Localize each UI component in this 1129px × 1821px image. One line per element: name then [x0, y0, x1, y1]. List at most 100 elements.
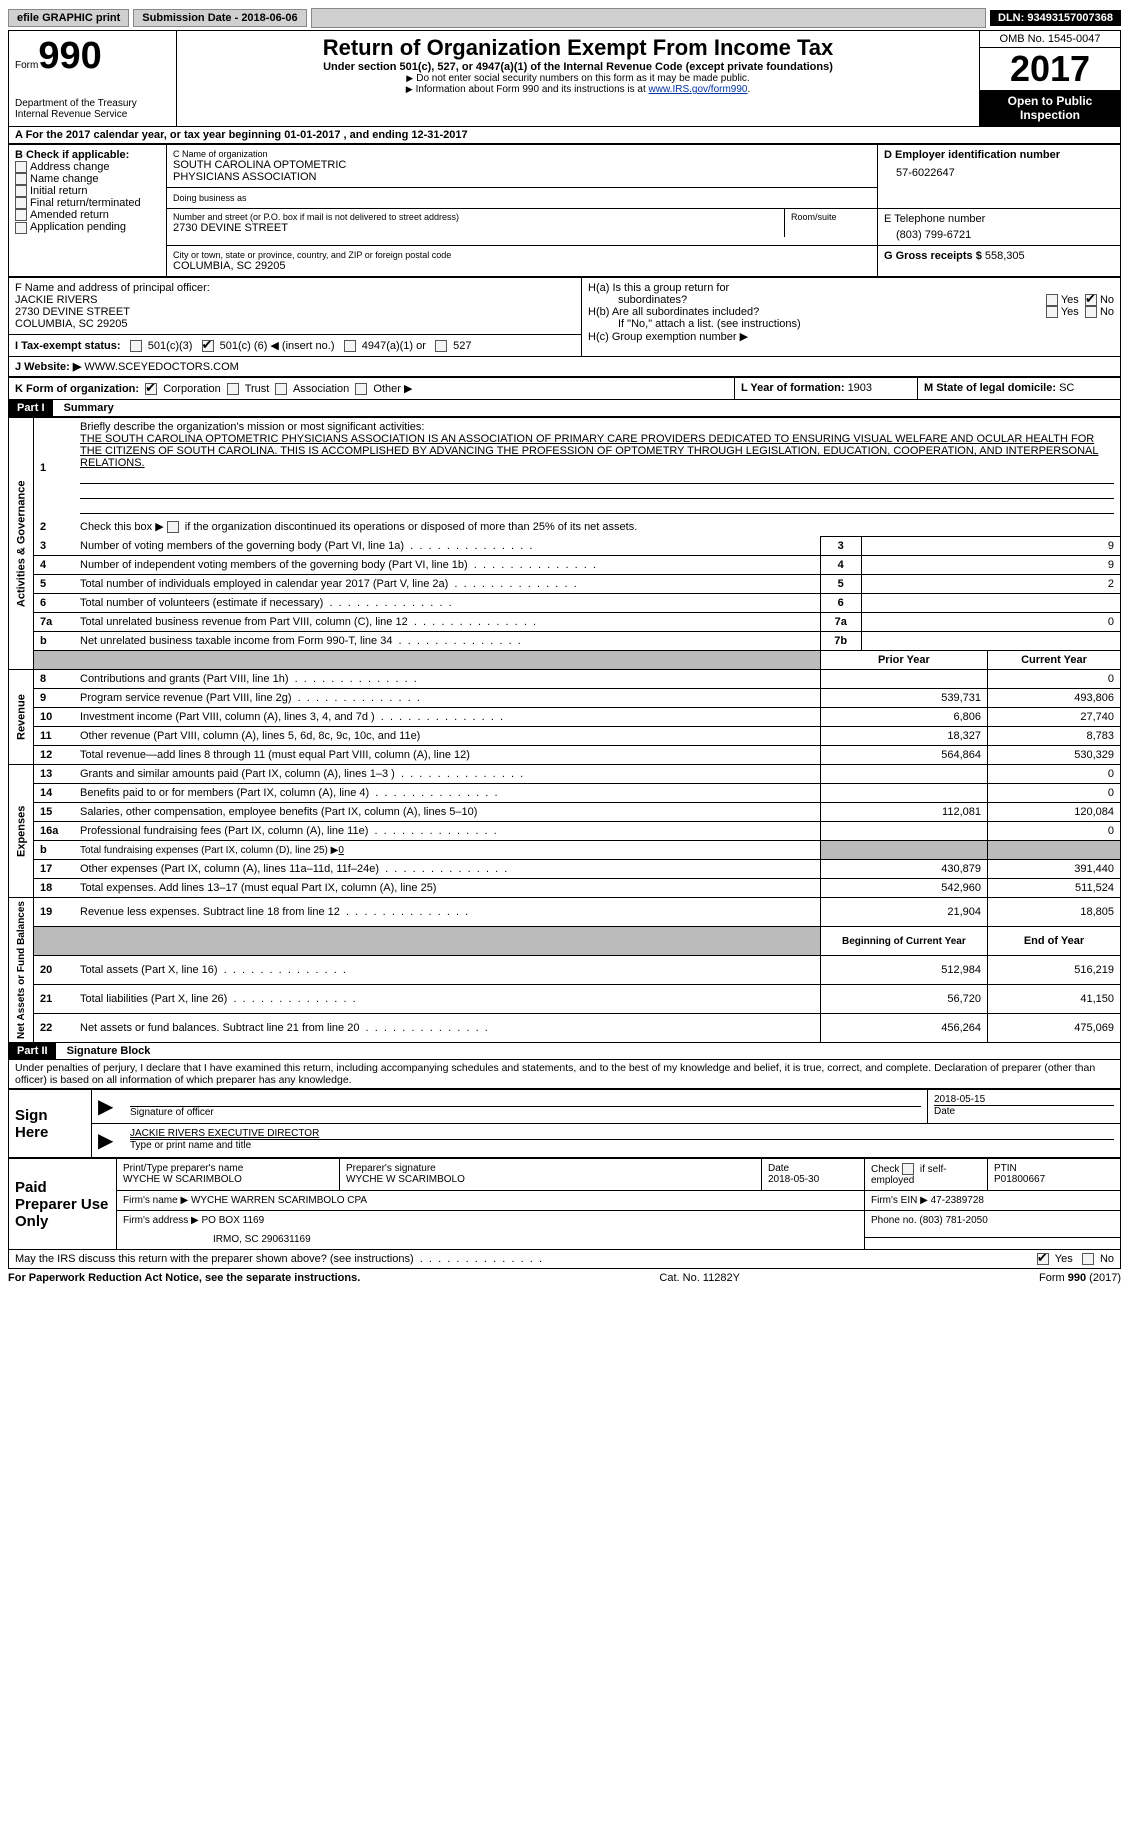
- l10: Investment income (Part VIII, column (A)…: [80, 711, 503, 723]
- klm-table: K Form of organization: Corporation Trus…: [8, 377, 1121, 400]
- dept-line1: Department of the Treasury: [15, 98, 170, 109]
- v20c: 516,219: [988, 956, 1121, 985]
- phone-val: (803) 781-2050: [919, 1215, 987, 1226]
- cb-other[interactable]: [355, 383, 367, 395]
- discuss-row: May the IRS discuss this return with the…: [8, 1250, 1121, 1269]
- l16a: Professional fundraising fees (Part IX, …: [80, 825, 497, 837]
- paid-preparer: Paid Preparer Use Only: [9, 1159, 117, 1250]
- cb-hb-no[interactable]: [1085, 306, 1097, 318]
- cb-501c3[interactable]: [130, 340, 142, 352]
- cb-hb-yes[interactable]: [1046, 306, 1058, 318]
- checkbox-amended[interactable]: [15, 209, 27, 221]
- v8p: [820, 670, 987, 689]
- officer-city: COLUMBIA, SC 29205: [15, 318, 575, 330]
- pdate: 2018-05-30: [768, 1174, 858, 1185]
- cb-self[interactable]: [902, 1163, 914, 1175]
- v14c: 0: [988, 784, 1121, 803]
- checkbox-final[interactable]: [15, 197, 27, 209]
- tax-year: 2017: [980, 48, 1120, 90]
- v18c: 511,524: [988, 879, 1121, 898]
- checkbox-address[interactable]: [15, 161, 27, 173]
- v13c: 0: [988, 765, 1121, 784]
- irs-link[interactable]: www.IRS.gov/form990: [649, 84, 748, 95]
- v22p: 456,264: [820, 1014, 987, 1043]
- yes: Yes: [1055, 1253, 1073, 1265]
- ha-label: H(a) Is this a group return for: [588, 282, 729, 294]
- v8c: 0: [988, 670, 1121, 689]
- 527-label: 527: [453, 340, 471, 352]
- cb-501c[interactable]: [202, 340, 214, 352]
- box-b: B Check if applicable: Address change Na…: [9, 145, 167, 277]
- name-label: Type or print name and title: [130, 1139, 1114, 1151]
- label-governance: Activities & Governance: [9, 418, 34, 670]
- v16ac: 0: [988, 822, 1121, 841]
- officer-street: 2730 DEVINE STREET: [15, 306, 575, 318]
- cat-no: Cat. No. 11282Y: [659, 1272, 740, 1284]
- l8: Contributions and grants (Part VIII, lin…: [80, 673, 417, 685]
- section-a: A For the 2017 calendar year, or tax yea…: [8, 127, 1121, 144]
- cb-527[interactable]: [435, 340, 447, 352]
- paperwork: For Paperwork Reduction Act Notice, see …: [8, 1272, 360, 1284]
- v17p: 430,879: [820, 860, 987, 879]
- website-label: J Website: ▶: [15, 361, 84, 373]
- l19: Revenue less expenses. Subtract line 18 …: [80, 906, 468, 918]
- v19c: 18,805: [988, 898, 1121, 927]
- ein: 57-6022647: [884, 161, 1114, 179]
- cb-ha-no[interactable]: [1085, 294, 1097, 306]
- ptin: P01800667: [994, 1174, 1114, 1185]
- v19p: 21,904: [820, 898, 987, 927]
- v11c: 8,783: [988, 727, 1121, 746]
- dba-label: Doing business as: [173, 193, 247, 203]
- cb-label: Initial return: [30, 185, 87, 197]
- cb-assoc[interactable]: [275, 383, 287, 395]
- checkbox-initial[interactable]: [15, 185, 27, 197]
- check-self: Check if self-employed: [871, 1164, 947, 1186]
- sign-here: Sign Here: [9, 1090, 92, 1158]
- l7b: Net unrelated business taxable income fr…: [80, 635, 521, 647]
- v20p: 512,984: [820, 956, 987, 985]
- current-header: Current Year: [988, 651, 1121, 670]
- cb-label: Application pending: [30, 221, 126, 233]
- l18: Total expenses. Add lines 13–17 (must eq…: [80, 882, 436, 894]
- pdate-label: Date: [768, 1163, 858, 1174]
- v7b: [861, 632, 1120, 651]
- l12: Total revenue—add lines 8 through 11 (mu…: [80, 749, 470, 761]
- checkbox-name[interactable]: [15, 173, 27, 185]
- cb-trust[interactable]: [227, 383, 239, 395]
- sig-line: Signature of officer: [130, 1106, 921, 1118]
- yes-label: Yes: [1061, 306, 1079, 318]
- v7a: 0: [861, 613, 1120, 632]
- cb-discuss-yes[interactable]: [1037, 1253, 1049, 1265]
- checkbox-pending[interactable]: [15, 222, 27, 234]
- cb-discuss-no[interactable]: [1082, 1253, 1094, 1265]
- box-j: J Website: ▶ WWW.SCEYEDOCTORS.COM: [8, 357, 1121, 377]
- cb-ha-yes[interactable]: [1046, 294, 1058, 306]
- v16ap: [820, 822, 987, 841]
- cb-discontinue[interactable]: [167, 521, 179, 533]
- v5: 2: [861, 575, 1120, 594]
- note-2: Information about Form 990 and its instr…: [416, 84, 649, 95]
- label-expenses: Expenses: [9, 765, 34, 898]
- efile-button[interactable]: efile GRAPHIC print: [8, 9, 129, 27]
- cb-label: Name change: [30, 173, 99, 185]
- l1-label: Briefly describe the organization's miss…: [80, 421, 424, 433]
- l15: Salaries, other compensation, employee b…: [80, 806, 477, 818]
- box-m-label: M State of legal domicile:: [924, 382, 1059, 394]
- cb-label: Final return/terminated: [30, 197, 141, 209]
- v9c: 493,806: [988, 689, 1121, 708]
- top-bar: efile GRAPHIC print Submission Date - 20…: [8, 8, 1121, 28]
- v22c: 475,069: [988, 1014, 1121, 1043]
- v12c: 530,329: [988, 746, 1121, 765]
- v10c: 27,740: [988, 708, 1121, 727]
- l16b-val: 0: [338, 845, 344, 856]
- street: 2730 DEVINE STREET: [173, 222, 778, 234]
- l7a: Total unrelated business revenue from Pa…: [80, 616, 536, 628]
- cb-4947[interactable]: [344, 340, 356, 352]
- cb-corp[interactable]: [145, 383, 157, 395]
- l14: Benefits paid to or for members (Part IX…: [80, 787, 498, 799]
- end-header: End of Year: [988, 927, 1121, 956]
- hb-note: If "No," attach a list. (see instruction…: [588, 318, 1114, 330]
- addr2: IRMO, SC 290631169: [123, 1226, 858, 1245]
- hb-label: H(b) Are all subordinates included?: [588, 306, 759, 318]
- other-label: Other ▶: [373, 383, 412, 395]
